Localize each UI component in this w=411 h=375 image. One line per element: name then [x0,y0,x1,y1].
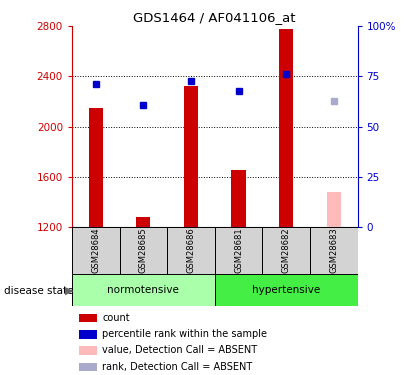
Text: ▶: ▶ [65,286,74,296]
Text: disease state: disease state [4,286,74,296]
Text: normotensive: normotensive [107,285,179,295]
Bar [279,29,293,227]
Text: GSM28684: GSM28684 [91,228,100,273]
Bar [79,363,97,371]
Bar [79,330,97,339]
Bar [136,217,150,227]
Bar [89,108,103,227]
Bar [310,227,358,274]
Bar [79,314,97,322]
Title: GDS1464 / AF041106_at: GDS1464 / AF041106_at [134,11,296,24]
Text: percentile rank within the sample: percentile rank within the sample [102,329,267,339]
Bar [231,171,246,227]
Text: GSM28682: GSM28682 [282,228,291,273]
Bar [215,274,358,306]
Text: GSM28685: GSM28685 [139,228,148,273]
Bar [215,227,262,274]
Text: value, Detection Call = ABSENT: value, Detection Call = ABSENT [102,345,257,355]
Bar [327,192,341,227]
Text: count: count [102,313,130,322]
Text: rank, Detection Call = ABSENT: rank, Detection Call = ABSENT [102,362,252,372]
Bar [262,227,310,274]
Text: GSM28686: GSM28686 [187,227,196,273]
Bar [120,227,167,274]
Bar [79,346,97,355]
Bar [72,274,215,306]
Bar [72,227,120,274]
Bar [167,227,215,274]
Text: hypertensive: hypertensive [252,285,320,295]
Text: GSM28683: GSM28683 [329,227,338,273]
Bar [184,87,198,227]
Text: GSM28681: GSM28681 [234,228,243,273]
